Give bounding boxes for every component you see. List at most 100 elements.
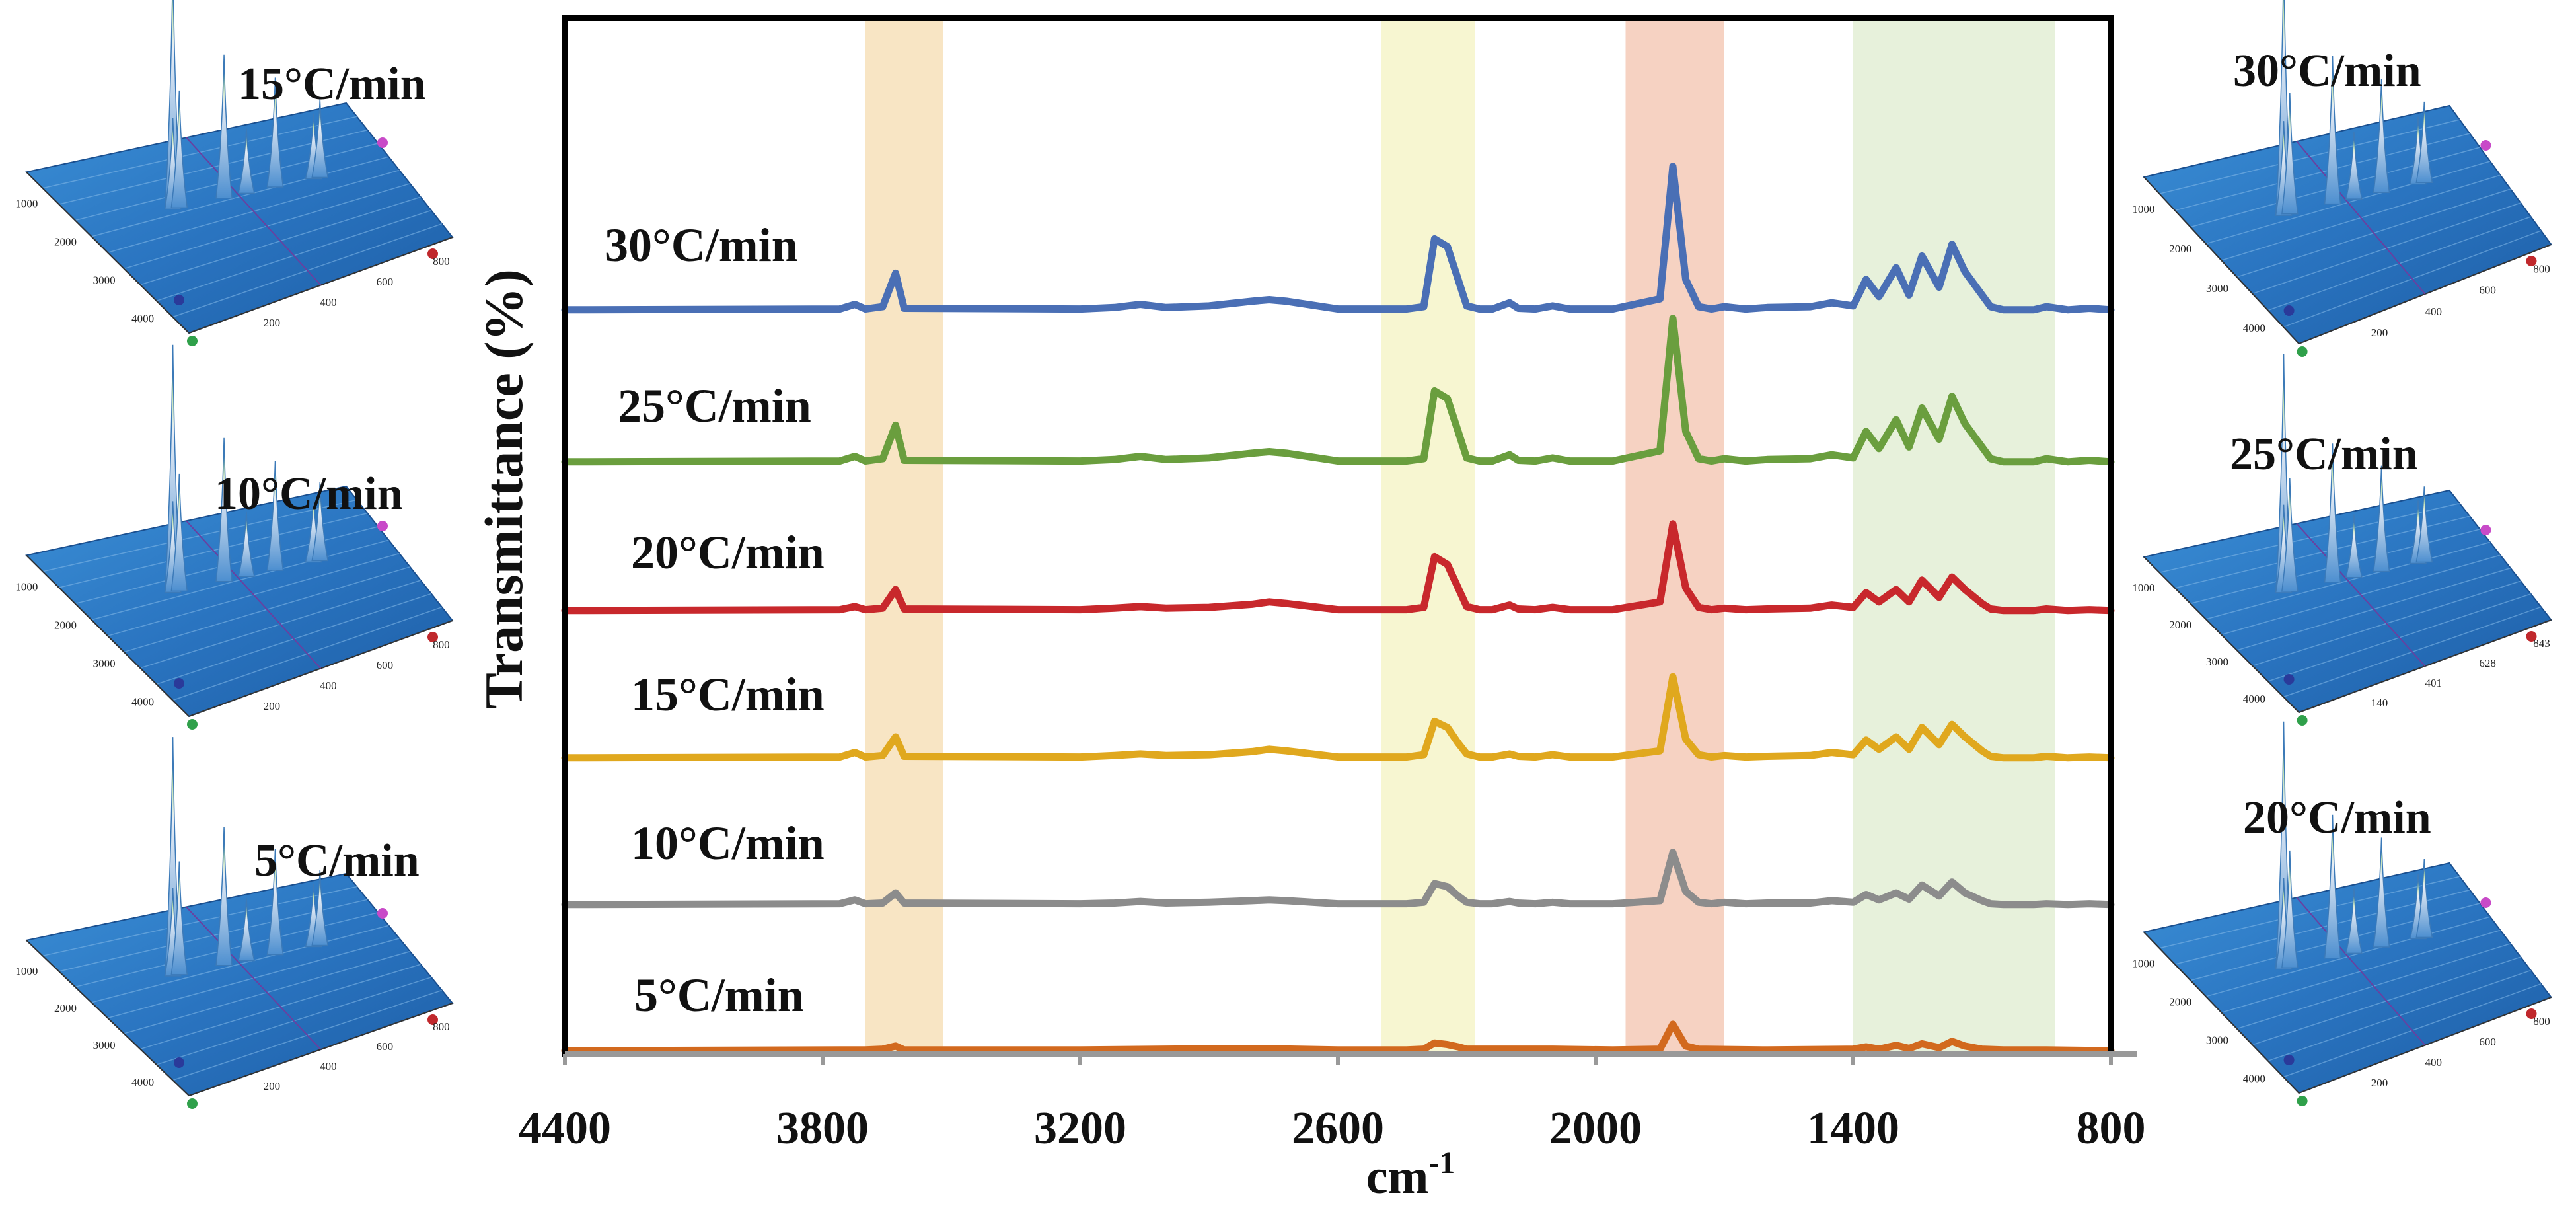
marker-dot (2526, 631, 2537, 642)
x-tick-label: 3800 (776, 1103, 869, 1154)
surface-tick-label: 140 (2371, 697, 2388, 709)
surface-tick-label: 1000 (2132, 582, 2154, 594)
x-tick-label: 1400 (1807, 1103, 1899, 1154)
highlight-band-2 (1381, 21, 1475, 1051)
marker-dot (427, 248, 438, 259)
surface-tick-label: 2000 (2169, 996, 2191, 1008)
surface-peak (237, 897, 255, 962)
surface-plot-left-1: 1000 2000 3000 4000 200 400 600 800 15°C/min (15, 0, 454, 346)
marker-dot (2297, 715, 2308, 726)
series-label: 5°C/min (634, 969, 804, 1022)
surface-peak (2345, 514, 2363, 578)
surface-axis (26, 171, 190, 334)
surface-peak (311, 482, 329, 562)
surface-tick-label: 3000 (2206, 656, 2228, 668)
surface-plot-label: 20°C/min (2243, 792, 2431, 843)
series-line-15cmin (561, 673, 2115, 762)
surface-tick-label: 2000 (54, 1002, 77, 1014)
marker-dot (174, 295, 184, 305)
surface-tick-label: 600 (377, 1040, 394, 1053)
surface-tick-label: 3000 (93, 1039, 116, 1051)
surface-tick-label: 400 (320, 1060, 337, 1073)
surface-peak (170, 473, 188, 592)
surface-peak (266, 77, 284, 188)
surface-tick-label: 3000 (2206, 1034, 2228, 1047)
marker-dot (174, 1057, 184, 1068)
series-line-10cmin (561, 849, 2115, 909)
series-label: 15°C/min (631, 668, 825, 721)
surface-axis (26, 940, 190, 1096)
surface-peak (311, 99, 329, 178)
surface-peak (170, 90, 188, 209)
surface-plot-right-2: 1000 2000 3000 4000 140 401 628 843 25°C/min (2132, 354, 2553, 726)
surface-tick-label: 4000 (131, 1076, 154, 1088)
surface-peak (215, 437, 233, 582)
highlight-bands (865, 21, 2055, 1051)
surface-peak (2345, 132, 2363, 200)
marker-dot (187, 336, 198, 346)
surface-tick-label: 600 (2479, 284, 2496, 297)
surface-plot-right-1: 1000 2000 3000 4000 200 400 600 800 30°C/min (2132, 0, 2553, 357)
surface-tick-label: 800 (2533, 1015, 2550, 1028)
marker-dot (427, 1014, 438, 1025)
surface-crosshair (2296, 141, 2426, 295)
surface-axis (2143, 176, 2300, 344)
surface-tick-label: 843 (2533, 637, 2550, 650)
surface-tick-label: 400 (2425, 1056, 2443, 1069)
surface-tick-label: 800 (433, 255, 450, 268)
marker-dot (187, 1098, 198, 1109)
surface-tick-label: 200 (2371, 1077, 2388, 1089)
surface-base (24, 102, 454, 334)
surface-axis (26, 554, 190, 717)
surface-tick-label: 1000 (15, 198, 38, 210)
surface-peak (2415, 859, 2433, 938)
marker-dot (174, 678, 184, 689)
surface-plot-label: 10°C/min (215, 469, 403, 519)
surface-tick-label: 1000 (2132, 203, 2154, 215)
marker-dot (2526, 1008, 2537, 1019)
surface-peak (2281, 850, 2299, 969)
surface-base (24, 872, 454, 1097)
surface-peak (2324, 814, 2341, 959)
surface-tick-label: 2000 (2169, 243, 2191, 255)
surface-tick-label: 4000 (2243, 693, 2265, 705)
surface-base (2143, 489, 2553, 714)
surface-crosshair (186, 520, 322, 669)
marker-dot (2480, 525, 2491, 535)
marker-dot (2297, 346, 2308, 357)
series-line-30cmin (561, 163, 2115, 314)
surface-tick-label: 200 (264, 700, 281, 712)
series-line-5cmin (561, 1020, 2115, 1055)
marker-dot (377, 908, 388, 919)
surface-crosshair (186, 137, 322, 286)
surface-tick-label: 400 (320, 679, 337, 692)
marker-dot (2283, 1055, 2295, 1065)
surface-tick-label: 600 (377, 659, 394, 671)
marker-dot (2283, 305, 2295, 316)
surface-peak (266, 849, 284, 956)
marker-dot (2480, 140, 2491, 151)
surface-tick-label: 628 (2479, 657, 2496, 669)
surface-tick-label: 1000 (15, 965, 38, 977)
y-axis-label: Transmittance (%) (474, 269, 534, 709)
surface-peak (237, 128, 255, 194)
series-line-20cmin (561, 520, 2115, 615)
surface-peak (2324, 56, 2341, 205)
x-tick-label: 800 (2077, 1103, 2146, 1154)
surface-tick-label: 1000 (2132, 958, 2154, 970)
surface-peak (2415, 486, 2433, 563)
surface-tick-label: 4000 (131, 696, 154, 708)
x-axis-label-superscript: -1 (1428, 1145, 1455, 1180)
surface-tick-label: 200 (264, 317, 281, 329)
surface-base (24, 485, 454, 718)
marker-dot (2480, 897, 2491, 908)
series-group (561, 163, 2115, 1055)
surface-tick-label: 800 (2533, 263, 2550, 276)
surface-tick-label: 400 (2425, 305, 2443, 318)
surface-peak (215, 54, 233, 199)
surface-peak (2281, 93, 2299, 215)
marker-dot (377, 521, 388, 531)
series-label: 20°C/min (631, 526, 825, 579)
surface-crosshair (186, 906, 322, 1050)
